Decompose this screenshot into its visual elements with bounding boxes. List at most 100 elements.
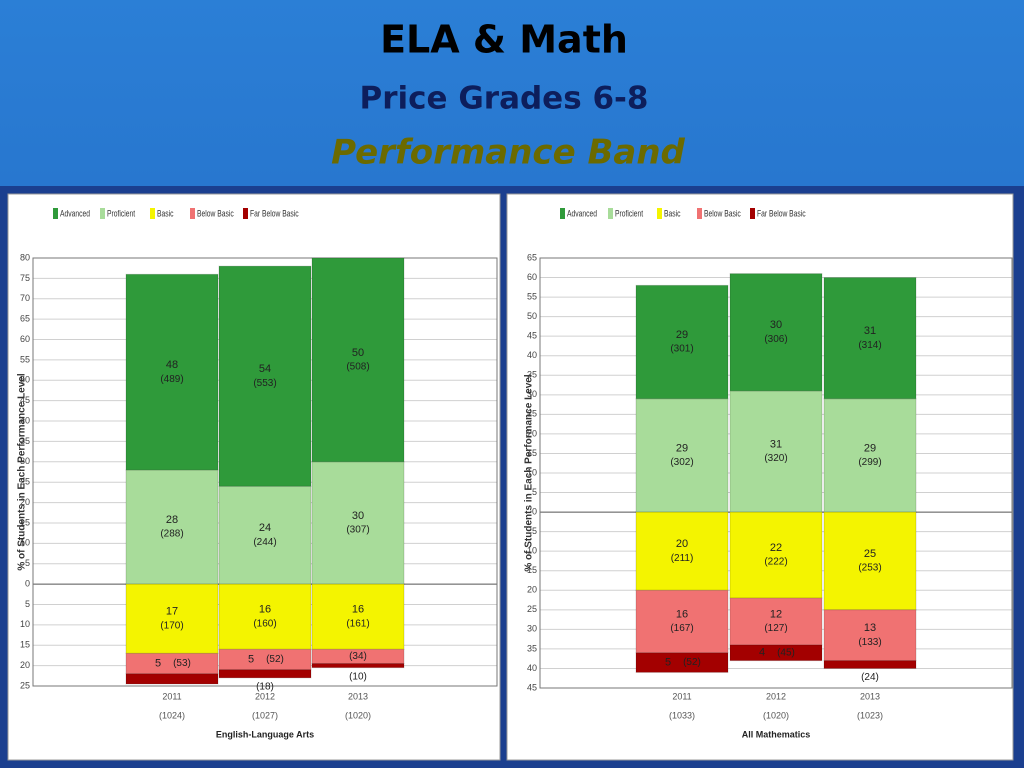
y-tick-label: 20 (20, 497, 30, 507)
y-tick-label: 30 (527, 624, 537, 634)
y-tick-label: 10 (20, 619, 30, 629)
y-tick-label: 30 (20, 456, 30, 466)
data-label: 29 (864, 442, 876, 454)
data-label: 17 (166, 606, 178, 618)
bar-segment (729, 511, 823, 599)
bar-segment (218, 265, 312, 487)
bar-segment (635, 284, 729, 400)
data-label: 5 (665, 656, 671, 668)
bar-segment (823, 277, 917, 400)
y-tick-label: 10 (20, 538, 30, 548)
y-tick-label: 55 (527, 291, 537, 301)
y-tick-label: 60 (20, 334, 30, 344)
y-tick-label: 45 (20, 395, 30, 405)
y-axis-title: % of Students in Each Performance Level (17, 373, 28, 570)
data-label: 20 (676, 538, 688, 550)
bar-segment (125, 583, 219, 654)
y-tick-label: 0 (532, 506, 537, 516)
legend-swatch (243, 208, 248, 219)
y-tick-label: 75 (20, 273, 30, 283)
data-label: 16 (352, 604, 364, 616)
count-label: (320) (764, 453, 787, 464)
legend-swatch (560, 208, 565, 219)
legend-swatch (190, 208, 195, 219)
bar-segment (729, 273, 823, 392)
y-tick-label: 25 (527, 409, 537, 419)
y-tick-label: 20 (527, 585, 537, 595)
x-tick-note: (1027) (252, 710, 278, 720)
data-label: 48 (166, 359, 178, 371)
plot-frame (32, 257, 498, 687)
count-label: (133) (858, 637, 881, 648)
y-tick-label: 45 (527, 331, 537, 341)
count-label: (489) (160, 374, 183, 385)
x-tick-label: 2011 (672, 691, 691, 701)
y-tick-label: 5 (532, 526, 537, 536)
y-tick-label: 30 (527, 389, 537, 399)
data-label: 31 (770, 438, 782, 450)
x-tick-label: 2012 (766, 691, 786, 701)
y-tick-label: 45 (527, 682, 537, 692)
bar-segment (125, 673, 219, 685)
y-tick-label: 65 (20, 314, 30, 324)
y-tick-label: 40 (527, 663, 537, 673)
count-label: (34) (349, 651, 367, 662)
count-label: (222) (764, 557, 787, 568)
bar-segment (823, 511, 917, 611)
bar-segment (729, 390, 823, 513)
y-tick-label: 20 (20, 660, 30, 670)
data-label: 16 (676, 608, 688, 620)
count-label: (553) (253, 378, 276, 389)
data-label: 13 (864, 622, 876, 634)
x-tick-label: 2011 (162, 691, 181, 701)
count-label: (307) (346, 525, 369, 536)
y-tick-label: 35 (527, 370, 537, 380)
legend-swatch (697, 208, 702, 219)
legend-label: Far Below Basic (250, 208, 299, 218)
legend-label: Proficient (615, 208, 644, 218)
count-label: (160) (253, 618, 276, 629)
count-label: (10) (349, 671, 367, 682)
slide-title: ELA & Math (380, 18, 628, 62)
y-tick-label: 50 (20, 375, 30, 385)
bar-segment (125, 469, 219, 585)
data-label: 28 (166, 514, 178, 526)
data-label: 29 (676, 442, 688, 454)
y-tick-label: 5 (532, 487, 537, 497)
x-tick-note: (1033) (669, 710, 695, 720)
x-tick-note: (1023) (857, 710, 883, 720)
legend-swatch (608, 208, 613, 219)
x-axis-title: All Mathematics (742, 729, 811, 739)
y-tick-label: 35 (527, 643, 537, 653)
y-axis-title: % of Students in Each Performance Level (524, 374, 535, 571)
x-tick-note: (1024) (159, 710, 185, 720)
slide-band: Performance Band (331, 133, 685, 173)
data-label: 4 (759, 647, 765, 659)
x-tick-label: 2013 (348, 691, 368, 701)
bar-segment (635, 398, 729, 513)
plot-frame (539, 257, 1013, 689)
y-tick-label: 15 (527, 448, 537, 458)
data-label: 54 (259, 363, 271, 375)
bar-segment (635, 652, 729, 673)
bar-segment (311, 461, 405, 585)
y-tick-label: 50 (527, 311, 537, 321)
count-label: (53) (173, 658, 191, 669)
count-label: (18) (256, 681, 274, 692)
data-label: 22 (770, 542, 782, 554)
y-tick-label: 15 (527, 565, 537, 575)
count-label: (52) (266, 654, 284, 665)
x-tick-note: (1020) (763, 710, 789, 720)
x-tick-label: 2013 (860, 691, 880, 701)
data-label: 29 (676, 329, 688, 341)
count-label: (161) (346, 618, 369, 629)
data-label: 16 (259, 604, 271, 616)
y-tick-label: 15 (20, 640, 30, 650)
data-label: 31 (864, 325, 876, 337)
legend-swatch (657, 208, 662, 219)
y-tick-label: 80 (20, 252, 30, 262)
bar-segment (311, 257, 405, 463)
y-tick-label: 5 (25, 558, 30, 568)
count-label: (306) (764, 334, 787, 345)
